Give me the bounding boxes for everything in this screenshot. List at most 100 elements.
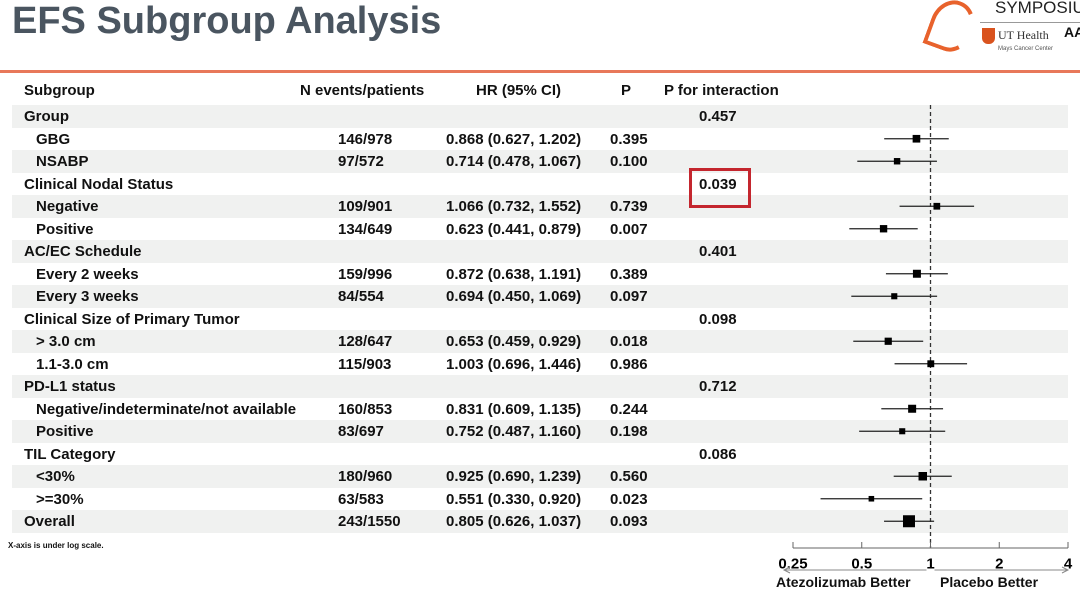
hr-point: [879, 225, 888, 233]
p-value: 0.100: [610, 153, 648, 170]
table-row: 1.1-3.0 cm 115/903 1.003 (0.696, 1.446) 0.9…: [12, 353, 1068, 376]
table-row: Clinical Size of Primary Tumor 0.098: [12, 308, 1068, 331]
p-value: 0.093: [610, 513, 648, 530]
hr-point: [868, 495, 875, 502]
table-row: PD-L1 status 0.712: [12, 375, 1068, 398]
n-events: 243/1550: [338, 513, 401, 530]
logo-mays: Mays Cancer Center: [998, 46, 1054, 52]
p-interaction: 0.039: [699, 175, 737, 193]
p-interaction: 0.712: [699, 378, 737, 395]
hr-point: [918, 472, 928, 481]
n-events: 146/978: [338, 130, 393, 148]
hr-ci: 0.752 (0.487, 1.160): [446, 423, 582, 440]
hr-point: [899, 428, 906, 435]
hr-ci: 0.872 (0.638, 1.191): [446, 265, 582, 283]
subgroup-label: Positive: [36, 220, 94, 238]
p-interaction: 0.457: [699, 108, 737, 125]
n-events: 63/583: [338, 490, 384, 508]
n-events: 128/647: [338, 333, 393, 350]
table-row: Every 3 weeks 84/554 0.694 (0.450, 1.069) 0…: [12, 285, 1068, 308]
p-value: 0.560: [610, 468, 648, 485]
left-direction-label: Atezolizumab Better: [776, 574, 911, 590]
subgroup-label: Overall: [24, 513, 75, 530]
subgroup-label: 1.1-3.0 cm: [36, 355, 109, 373]
col-header-hr: HR (95% CI): [476, 82, 562, 99]
table-row: > 3.0 cm 128/647 0.653 (0.459, 0.929) 0.018: [12, 330, 1068, 353]
hr-ci: 1.066 (0.732, 1.552): [446, 198, 582, 215]
hr-ci: 0.694 (0.450, 1.069): [446, 288, 582, 305]
p-value: 0.023: [610, 490, 648, 508]
p-value: 0.018: [610, 333, 648, 350]
logo-ut-health: UT Health: [998, 28, 1049, 42]
hr-point: [884, 337, 892, 345]
table-row: Overall 243/1550 0.805 (0.626, 1.037) 0.093: [12, 510, 1068, 533]
n-events: 180/960: [338, 468, 393, 485]
hr-ci: 0.831 (0.609, 1.135): [446, 400, 582, 418]
col-header-n: N events/patients: [300, 82, 425, 99]
x-tick-label: 2: [995, 555, 1003, 572]
hr-ci: 0.551 (0.330, 0.920): [446, 490, 582, 508]
n-events: 83/697: [338, 423, 384, 440]
hr-point: [927, 360, 935, 368]
hr-point: [912, 134, 921, 143]
table-row: Negative 109/901 1.066 (0.732, 1.552) 0.739: [12, 195, 1068, 218]
subgroup-label: Clinical Size of Primary Tumor: [24, 310, 240, 328]
subgroup-label: Every 3 weeks: [36, 288, 139, 305]
p-value: 0.739: [610, 198, 648, 215]
x-tick-label: 1: [926, 555, 934, 572]
table-row: AC/EC Schedule 0.401: [12, 240, 1068, 263]
hr-point: [908, 404, 917, 413]
right-arrowhead: [1061, 566, 1070, 574]
p-value: 0.986: [610, 355, 648, 373]
subgroup-label: NSABP: [36, 153, 89, 170]
x-tick-label: 0.5: [851, 555, 872, 572]
n-events: 97/572: [338, 153, 384, 170]
hr-point: [933, 202, 941, 210]
p-value: 0.244: [610, 400, 648, 418]
hr-ci: 0.714 (0.478, 1.067): [446, 153, 582, 170]
hr-ci: 0.925 (0.690, 1.239): [446, 468, 582, 485]
table-row: Clinical Nodal Status 0.039: [12, 173, 1068, 196]
n-events: 115/903: [338, 355, 392, 373]
logo-symposium: SYMPOSIUM: [995, 0, 1080, 17]
hr-ci: 0.868 (0.627, 1.202): [446, 130, 582, 148]
table-row: Negative/indeterminate/not available 160/…: [12, 398, 1068, 421]
subgroup-label: AC/EC Schedule: [24, 243, 142, 260]
subgroup-label: Group: [24, 108, 69, 125]
subgroup-label: TIL Category: [24, 445, 116, 463]
p-value: 0.389: [610, 265, 648, 283]
p-interaction: 0.401: [699, 243, 737, 260]
hr-ci: 1.003 (0.696, 1.446): [446, 355, 582, 373]
hr-ci: 0.623 (0.441, 0.879): [446, 220, 582, 238]
p-value: 0.198: [610, 423, 648, 440]
n-events: 159/996: [338, 265, 393, 283]
table-row: >=30% 63/583 0.551 (0.330, 0.920) 0.023: [12, 488, 1068, 511]
hr-point: [912, 269, 921, 278]
subgroup-label: Clinical Nodal Status: [24, 175, 174, 193]
p-value: 0.097: [610, 288, 648, 305]
shield-icon: [982, 28, 995, 44]
subgroup-label: PD-L1 status: [24, 378, 116, 395]
subgroup-label: GBG: [36, 130, 71, 148]
symposium-logo: SYMPOSIUM UT Health Mays Cancer Center A…: [910, 0, 1080, 64]
table-row: <30% 180/960 0.925 (0.690, 1.239) 0.560: [12, 465, 1068, 488]
hr-point: [891, 293, 898, 300]
hr-point: [893, 158, 901, 165]
n-events: 84/554: [338, 288, 384, 305]
subgroup-label: Positive: [36, 423, 94, 440]
col-header-p: P: [621, 82, 632, 99]
page-title: EFS Subgroup Analysis: [12, 0, 442, 42]
col-header-subgroup: Subgroup: [24, 82, 95, 99]
subgroup-label: >=30%: [36, 490, 84, 508]
table-row: TIL Category 0.086: [12, 443, 1068, 466]
highlight-box: [689, 167, 751, 208]
n-events: 109/901: [338, 198, 393, 215]
axis-note: X-axis is under log scale.: [8, 541, 104, 550]
x-tick-label: 4: [1064, 555, 1073, 572]
p-value: 0.395: [610, 130, 648, 148]
table-row: Positive 83/697 0.752 (0.487, 1.160) 0.198: [12, 420, 1068, 443]
table-row: NSABP 97/572 0.714 (0.478, 1.067) 0.100: [12, 150, 1068, 173]
table-row: Every 2 weeks 159/996 0.872 (0.638, 1.191)…: [12, 263, 1068, 286]
subgroup-label: > 3.0 cm: [36, 333, 96, 350]
